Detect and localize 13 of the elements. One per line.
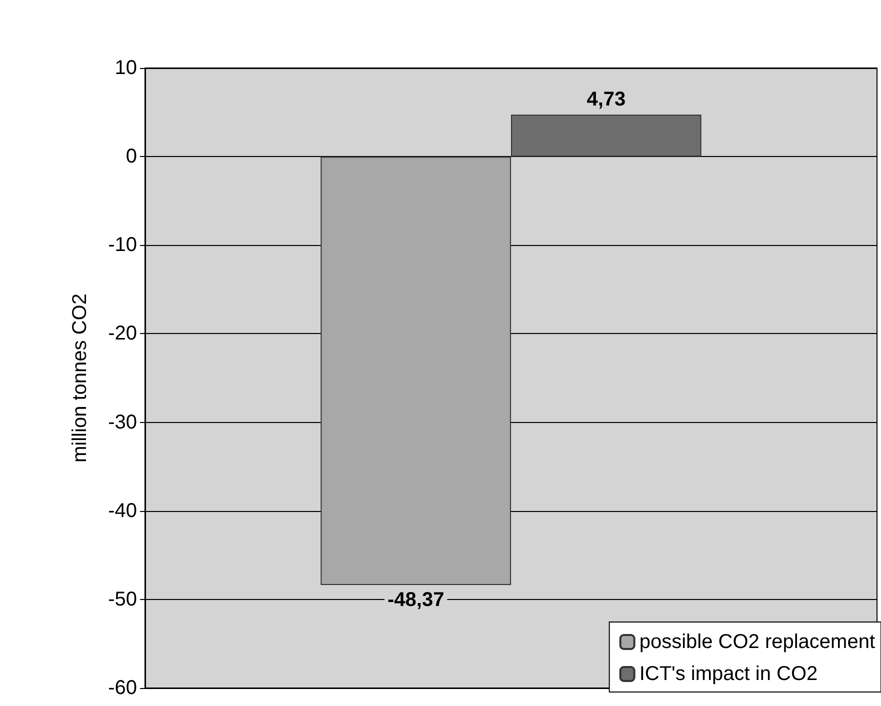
legend-label: ICT's impact in CO2 <box>639 663 818 685</box>
y-tick-label: -30 <box>108 411 137 434</box>
y-tick-label: 10 <box>114 57 137 79</box>
y-tick-label: 0 <box>126 146 137 168</box>
data-label: -48,37 <box>387 588 444 611</box>
data-label: 4,73 <box>586 88 626 111</box>
legend-label: possible CO2 replacement <box>639 631 876 653</box>
y-axis-title: million tonnes CO2 <box>69 294 91 462</box>
y-tick-label: -40 <box>108 500 137 522</box>
y-tick-label: -10 <box>108 234 137 256</box>
y-tick-label: -50 <box>108 588 137 610</box>
y-tick-label: -60 <box>108 677 137 699</box>
y-tick-label: -20 <box>108 322 137 345</box>
